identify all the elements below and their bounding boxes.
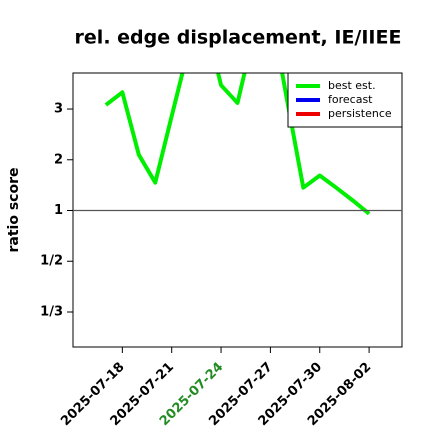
y-axis-label: ratio score	[6, 168, 22, 253]
y-tick-label: 1/2	[40, 254, 63, 269]
y-tick-label: 2	[54, 152, 63, 167]
y-tick-label: 3	[54, 102, 63, 117]
legend-label: persistence	[328, 107, 392, 120]
legend-label: forecast	[328, 93, 373, 106]
y-tick-label: 1	[54, 203, 63, 218]
legend-label: best est.	[328, 79, 376, 92]
plot-area	[104, 73, 371, 216]
chart-title: rel. edge displacement, IE/IIEE	[75, 27, 402, 49]
data-line	[104, 73, 371, 216]
y-tick-label: 1/3	[40, 305, 63, 320]
